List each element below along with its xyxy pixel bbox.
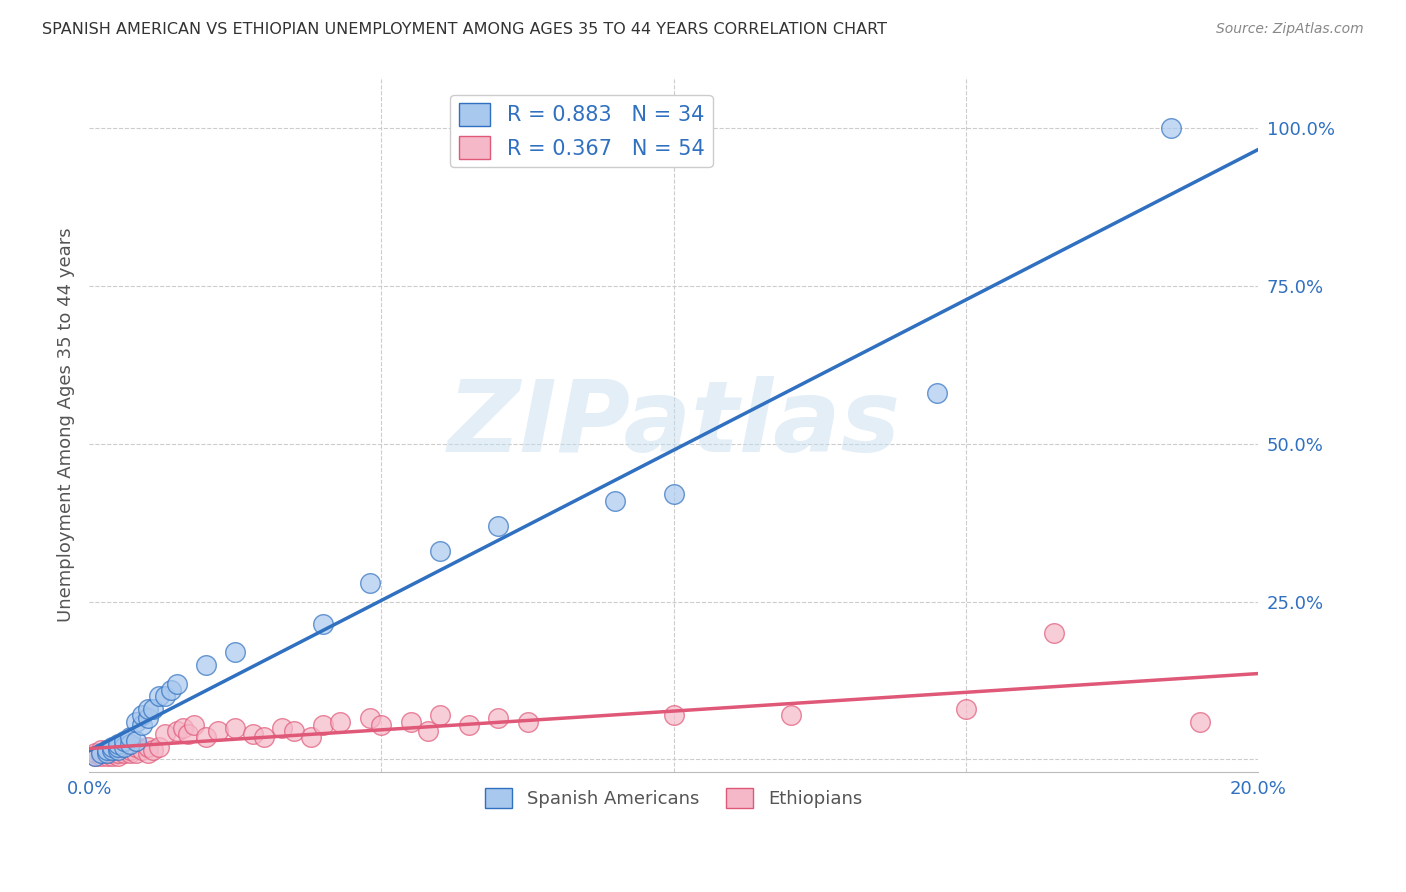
Point xyxy=(112,739,135,754)
Point xyxy=(118,737,141,751)
Point xyxy=(662,708,685,723)
Point xyxy=(101,743,124,757)
Point xyxy=(299,731,322,745)
Point xyxy=(429,708,451,723)
Point xyxy=(359,575,381,590)
Point xyxy=(125,733,148,747)
Point xyxy=(112,739,135,754)
Point xyxy=(107,739,129,754)
Point xyxy=(207,724,229,739)
Text: SPANISH AMERICAN VS ETHIOPIAN UNEMPLOYMENT AMONG AGES 35 TO 44 YEARS CORRELATION: SPANISH AMERICAN VS ETHIOPIAN UNEMPLOYME… xyxy=(42,22,887,37)
Point xyxy=(329,714,352,729)
Point xyxy=(242,727,264,741)
Text: ZIPatlas: ZIPatlas xyxy=(447,376,900,474)
Point xyxy=(195,731,218,745)
Point xyxy=(955,702,977,716)
Point xyxy=(131,708,153,723)
Point xyxy=(96,743,118,757)
Point xyxy=(136,711,159,725)
Point xyxy=(195,657,218,672)
Point xyxy=(90,746,112,760)
Point xyxy=(486,711,509,725)
Point xyxy=(90,743,112,757)
Point xyxy=(131,717,153,731)
Point xyxy=(142,702,165,716)
Point xyxy=(136,746,159,760)
Point xyxy=(160,683,183,698)
Point xyxy=(131,743,153,757)
Point xyxy=(112,733,135,747)
Point xyxy=(84,746,107,760)
Point xyxy=(283,724,305,739)
Point xyxy=(486,518,509,533)
Point xyxy=(84,749,107,764)
Point xyxy=(118,746,141,760)
Point xyxy=(101,746,124,760)
Point xyxy=(125,739,148,754)
Point xyxy=(142,743,165,757)
Point xyxy=(429,544,451,558)
Point xyxy=(90,746,112,760)
Point xyxy=(1042,626,1064,640)
Point xyxy=(177,727,200,741)
Point xyxy=(166,724,188,739)
Point xyxy=(312,717,335,731)
Legend: Spanish Americans, Ethiopians: Spanish Americans, Ethiopians xyxy=(478,780,869,815)
Point xyxy=(1160,120,1182,135)
Text: Source: ZipAtlas.com: Source: ZipAtlas.com xyxy=(1216,22,1364,37)
Point xyxy=(166,676,188,690)
Point xyxy=(458,717,481,731)
Point xyxy=(662,487,685,501)
Point xyxy=(101,743,124,757)
Point xyxy=(107,743,129,757)
Point xyxy=(96,743,118,757)
Point xyxy=(148,690,170,704)
Point xyxy=(101,749,124,764)
Point xyxy=(107,737,129,751)
Point xyxy=(136,702,159,716)
Point xyxy=(125,714,148,729)
Point xyxy=(271,721,294,735)
Point xyxy=(112,746,135,760)
Point xyxy=(779,708,801,723)
Point xyxy=(224,645,246,659)
Point xyxy=(516,714,538,729)
Point xyxy=(253,731,276,745)
Point xyxy=(418,724,440,739)
Point xyxy=(399,714,422,729)
Point xyxy=(148,739,170,754)
Point xyxy=(172,721,194,735)
Point xyxy=(107,746,129,760)
Point xyxy=(96,746,118,760)
Point xyxy=(107,739,129,754)
Point xyxy=(605,493,627,508)
Y-axis label: Unemployment Among Ages 35 to 44 years: Unemployment Among Ages 35 to 44 years xyxy=(58,227,75,622)
Point xyxy=(118,737,141,751)
Point xyxy=(136,739,159,754)
Point xyxy=(96,746,118,760)
Point xyxy=(370,717,392,731)
Point xyxy=(118,731,141,745)
Point xyxy=(96,749,118,764)
Point xyxy=(224,721,246,735)
Point xyxy=(107,749,129,764)
Point xyxy=(153,727,176,741)
Point xyxy=(183,717,205,731)
Point xyxy=(101,739,124,754)
Point xyxy=(84,749,107,764)
Point xyxy=(118,743,141,757)
Point xyxy=(1188,714,1211,729)
Point xyxy=(312,616,335,631)
Point xyxy=(359,711,381,725)
Point xyxy=(153,690,176,704)
Point xyxy=(90,749,112,764)
Point xyxy=(125,746,148,760)
Point xyxy=(925,386,948,401)
